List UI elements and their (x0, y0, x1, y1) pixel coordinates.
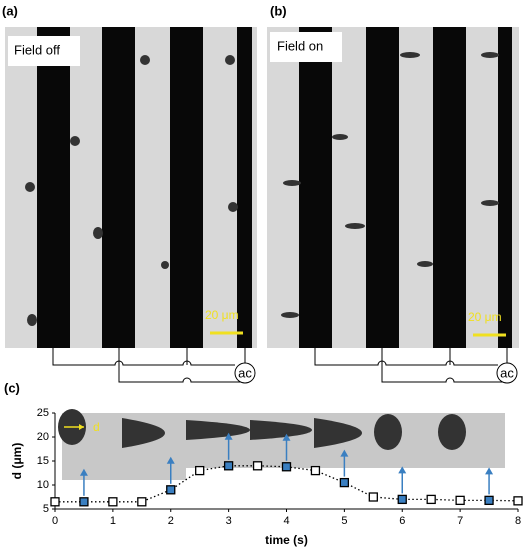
marker (513, 496, 523, 506)
x-axis-label: time (s) (265, 533, 308, 547)
x-tick-label: 4 (283, 515, 289, 527)
x-tick-label: 1 (110, 515, 116, 527)
panel-label: (a) (2, 3, 18, 18)
wiring (52, 348, 256, 384)
arrow-head (166, 456, 175, 464)
marker (50, 497, 60, 507)
arrow-head (79, 468, 88, 476)
x-tick-label: 5 (341, 515, 347, 527)
marker (108, 497, 118, 507)
y-tick-label: 25 (37, 407, 49, 419)
marker (397, 494, 407, 505)
x-tick-label: 3 (226, 515, 232, 527)
marker (426, 494, 436, 505)
marker (137, 497, 147, 507)
y-tick-label: 5 (43, 503, 49, 515)
y-tick-label: 15 (37, 455, 49, 467)
scale-label: 20 μm (468, 310, 502, 324)
micrograph (267, 27, 519, 348)
marker (310, 465, 321, 476)
arrow-head (224, 432, 233, 440)
y-tick-label: 10 (37, 479, 49, 491)
arrow-head (340, 449, 349, 457)
marker (252, 461, 263, 471)
marker (79, 497, 89, 507)
insets (58, 409, 505, 480)
x-tick-label: 0 (52, 515, 58, 527)
arrow-head (282, 433, 291, 441)
panel-label: (b) (270, 3, 287, 18)
y-axis-label: d (μm) (10, 443, 24, 480)
caption: Field off (14, 42, 60, 57)
marker (281, 462, 292, 472)
x-tick-label: 2 (168, 515, 174, 527)
wiring (314, 348, 518, 384)
marker (223, 461, 234, 471)
source-label: ac (500, 365, 514, 380)
micrograph (5, 27, 257, 348)
marker (166, 485, 176, 495)
marker (195, 465, 205, 476)
panel-label: (c) (4, 380, 20, 395)
marker (484, 495, 494, 506)
source-label: ac (238, 365, 252, 380)
marker (455, 495, 465, 506)
x-tick-label: 6 (399, 515, 405, 527)
x-tick-label: 8 (515, 515, 521, 527)
caption: Field on (277, 38, 323, 53)
marker (368, 492, 378, 502)
arrow-head (485, 467, 494, 475)
annotation: d (93, 420, 100, 434)
x-tick-label: 7 (457, 515, 463, 527)
arrow-head (398, 466, 407, 474)
scale-label: 20 μm (205, 308, 239, 322)
marker (339, 477, 350, 488)
y-tick-label: 20 (37, 431, 49, 443)
